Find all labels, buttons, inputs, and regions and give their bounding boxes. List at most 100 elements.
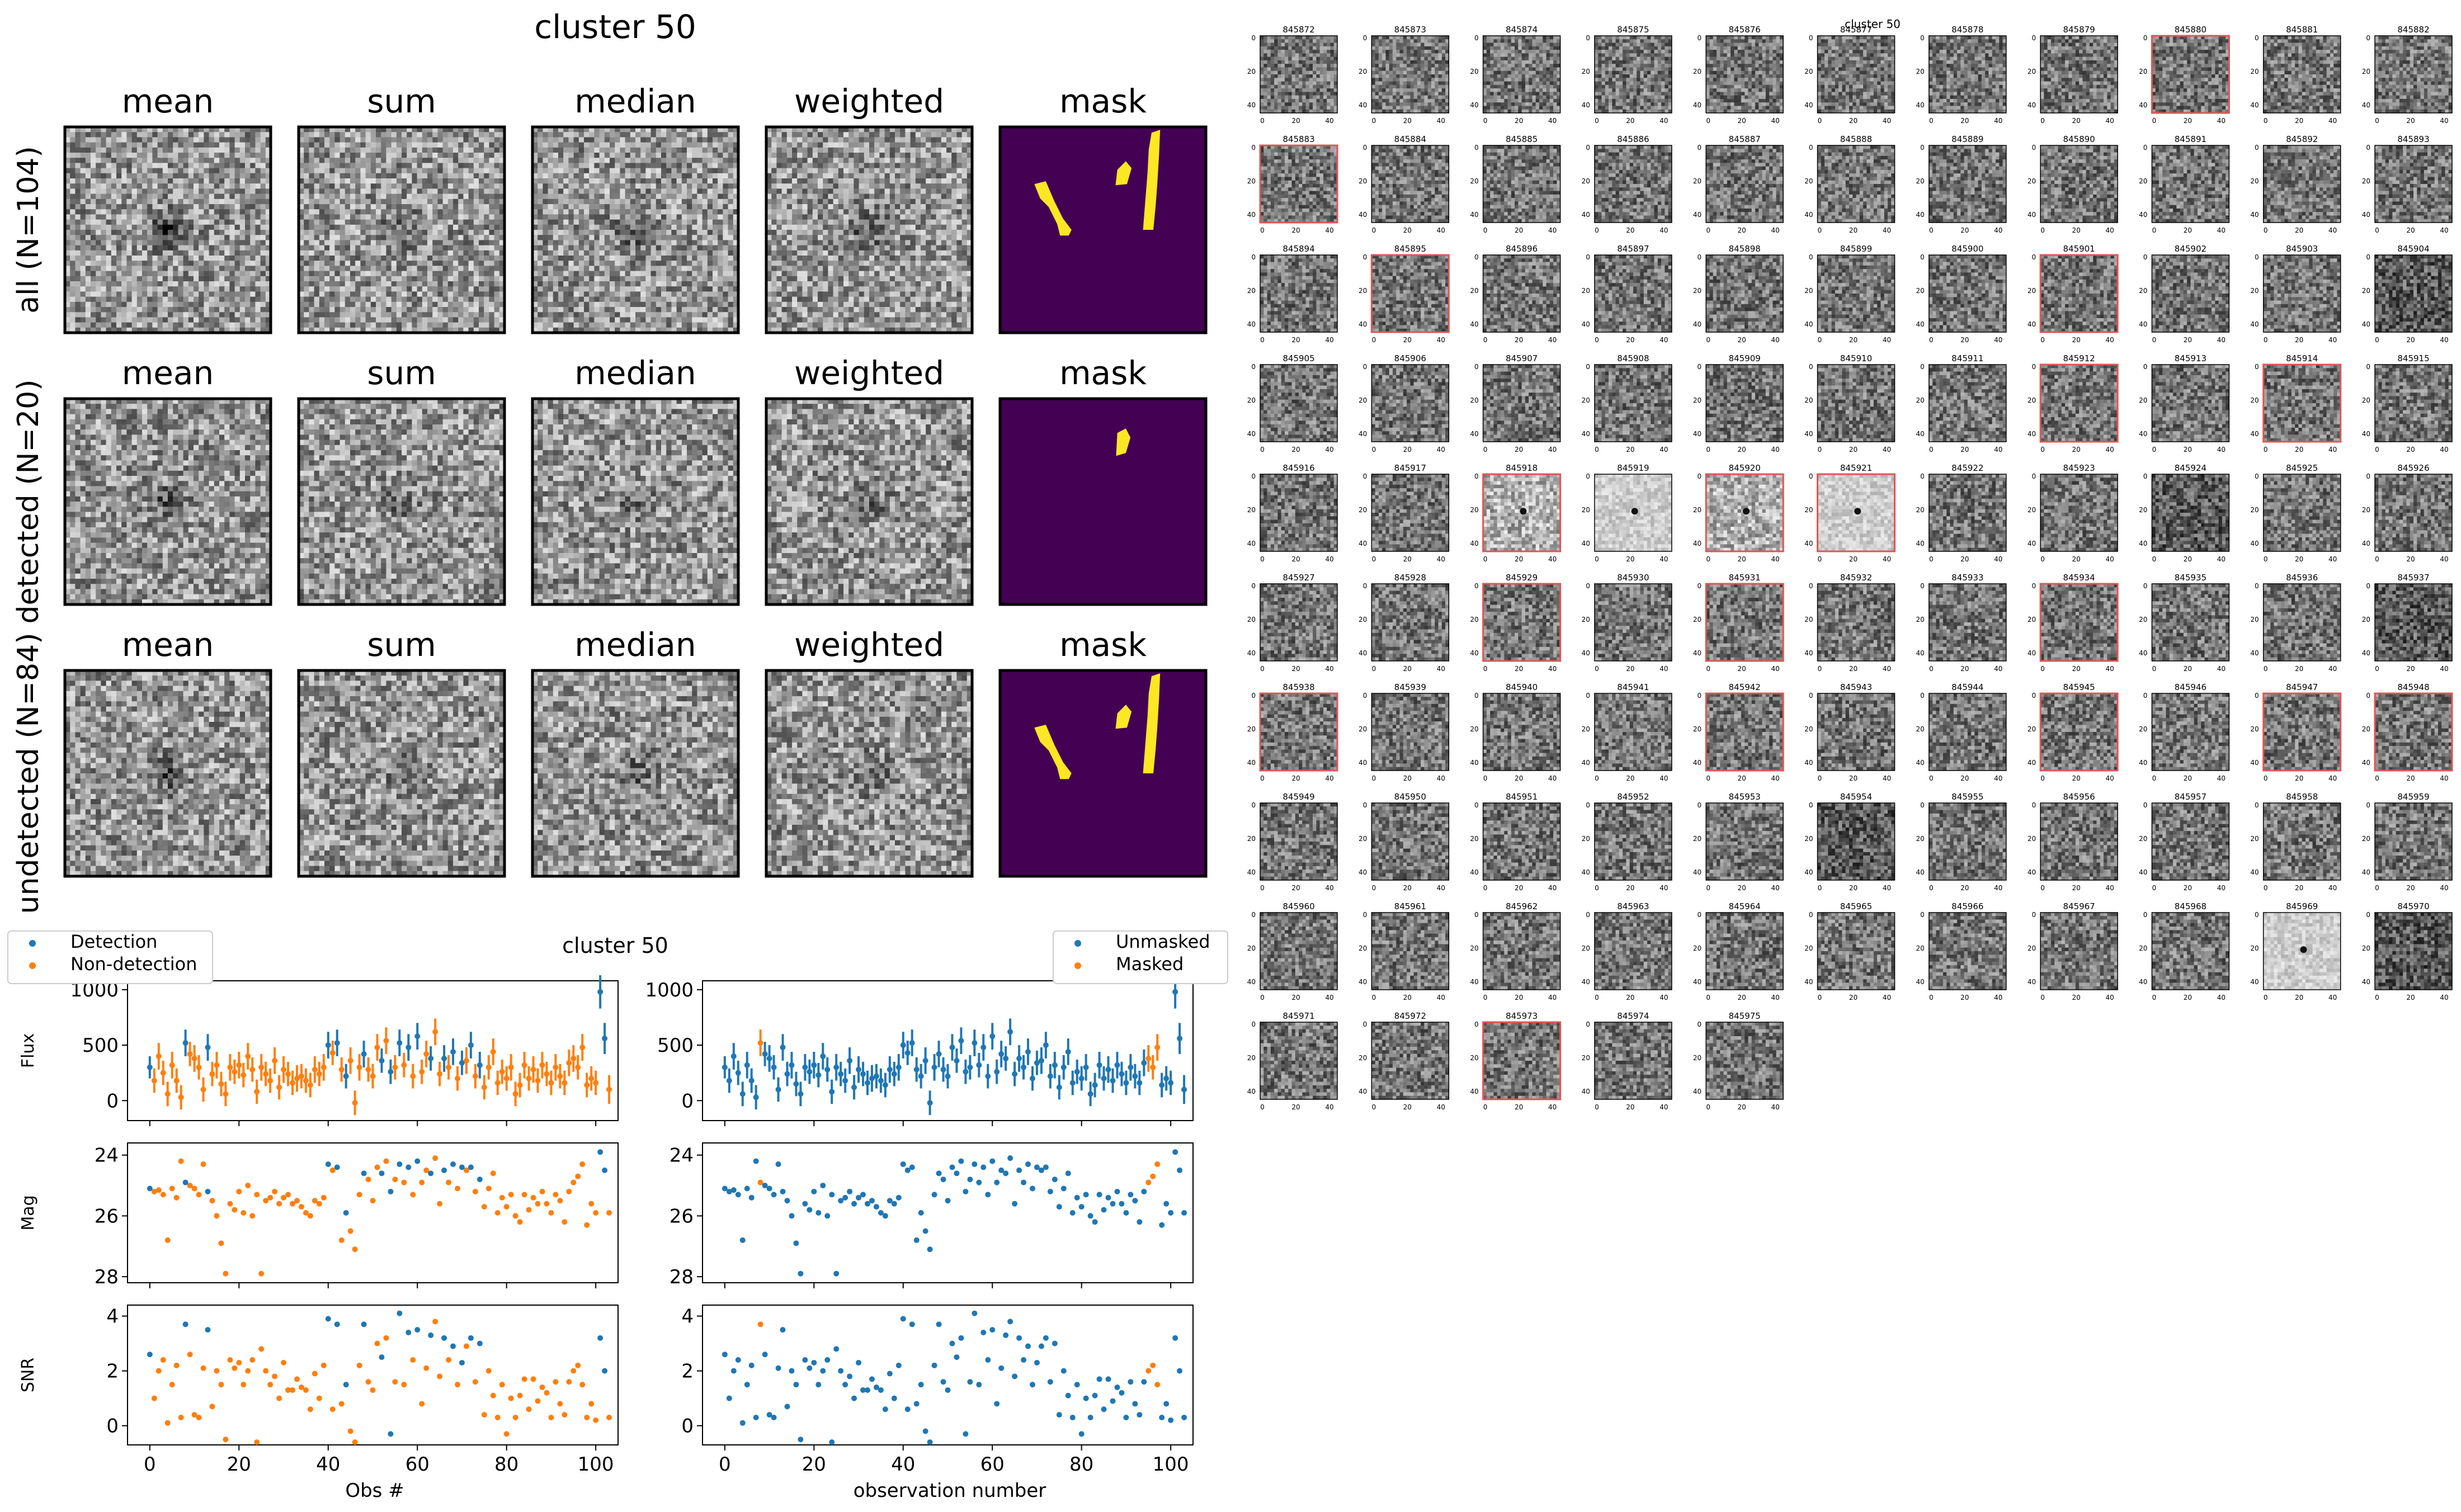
data-point bbox=[281, 1194, 287, 1201]
cutout-x-tick: 0 bbox=[2152, 336, 2157, 344]
data-point bbox=[571, 1055, 577, 1061]
data-point bbox=[936, 1051, 942, 1057]
data-point bbox=[985, 1357, 991, 1363]
data-point bbox=[459, 1359, 465, 1365]
cutout-image bbox=[1483, 584, 1560, 661]
data-point bbox=[1145, 1055, 1152, 1061]
data-point bbox=[766, 1412, 772, 1418]
data-point bbox=[205, 1188, 211, 1194]
cutout-y-tick: 20 bbox=[1247, 944, 1256, 952]
cutout-x-tick: 20 bbox=[1626, 446, 1634, 453]
data-point bbox=[521, 1062, 527, 1068]
mask-streak bbox=[1143, 673, 1161, 773]
data-point bbox=[842, 1194, 848, 1201]
cutout-x-tick: 20 bbox=[1403, 555, 1412, 563]
cutout-y-tick: 40 bbox=[2028, 211, 2036, 219]
legend-label: Masked bbox=[1116, 953, 1184, 975]
data-point bbox=[450, 1048, 456, 1055]
data-point bbox=[1012, 1071, 1018, 1077]
data-point bbox=[178, 1414, 184, 1420]
cutout-frame bbox=[1260, 583, 1338, 662]
data-point bbox=[1141, 1188, 1147, 1194]
cutout-y-tick: 0 bbox=[2143, 582, 2148, 590]
data-point bbox=[602, 1167, 608, 1173]
cutout-x-tick: 0 bbox=[1483, 446, 1488, 453]
cutout-x-tick: 40 bbox=[1994, 774, 2002, 782]
cutout-x-tick: 20 bbox=[2406, 446, 2415, 453]
cutout-x-tick: 0 bbox=[2152, 774, 2157, 782]
cutout-y-tick: 40 bbox=[1247, 649, 1256, 657]
data-point bbox=[1087, 1213, 1093, 1219]
data-point bbox=[998, 1365, 1005, 1371]
cutout-frame bbox=[1594, 35, 1672, 114]
cutout-id-label: 845946 bbox=[2175, 682, 2207, 692]
cutout-id-label: 845971 bbox=[1283, 1011, 1314, 1021]
data-point bbox=[1060, 1064, 1067, 1070]
cutout-x-tick: 0 bbox=[1371, 1103, 1376, 1111]
cutout-y-tick: 20 bbox=[1693, 506, 1701, 514]
cutout-id-label: 845970 bbox=[2397, 901, 2429, 911]
data-point bbox=[856, 1194, 862, 1201]
data-point bbox=[958, 1335, 964, 1341]
data-point bbox=[329, 1167, 336, 1173]
data-point bbox=[918, 1382, 924, 1388]
cutout-x-tick: 0 bbox=[1260, 226, 1265, 234]
data-point bbox=[200, 1086, 206, 1093]
cutout-y-tick: 0 bbox=[2143, 692, 2148, 700]
cutout-id-label: 845959 bbox=[2397, 792, 2429, 802]
cutout-y-tick: 0 bbox=[1251, 34, 1256, 42]
cutout-y-tick: 40 bbox=[1693, 101, 1701, 109]
data-point bbox=[1092, 1219, 1098, 1225]
cutout-frame bbox=[1482, 1021, 1562, 1100]
cutout-y-tick: 40 bbox=[1359, 320, 1367, 328]
data-point bbox=[312, 1066, 318, 1072]
cutout-x-tick: 40 bbox=[1883, 117, 1891, 125]
cutout-y-tick: 0 bbox=[1586, 363, 1590, 371]
data-point bbox=[1069, 1080, 1076, 1086]
cutout-image bbox=[2152, 365, 2229, 442]
data-point bbox=[214, 1368, 220, 1374]
data-point bbox=[1034, 1060, 1040, 1066]
cutout-x-tick: 40 bbox=[1325, 117, 1333, 125]
cutout-image bbox=[2040, 693, 2118, 771]
cutout-id-label: 845905 bbox=[1283, 353, 1314, 363]
x-tick-label: 0 bbox=[144, 1453, 156, 1476]
cutout-x-tick: 20 bbox=[1960, 226, 1969, 234]
cutout-x-tick: 40 bbox=[1548, 117, 1557, 125]
data-point bbox=[209, 1404, 215, 1410]
data-point bbox=[245, 1368, 251, 1374]
data-point bbox=[1029, 1382, 1035, 1388]
cutout-y-tick: 20 bbox=[2250, 287, 2259, 295]
cutout-y-tick: 40 bbox=[1359, 101, 1367, 109]
cutout-y-tick: 40 bbox=[1804, 101, 1813, 109]
cutout-x-tick: 0 bbox=[1706, 665, 1710, 673]
data-point bbox=[1114, 1385, 1120, 1391]
cutout-id-label: 845953 bbox=[1729, 792, 1761, 802]
cutout-frame bbox=[2262, 474, 2341, 552]
cutout-y-tick: 0 bbox=[1920, 692, 1925, 700]
cutout-id-label: 845924 bbox=[2175, 463, 2207, 473]
cutout-x-tick: 40 bbox=[1325, 336, 1333, 344]
data-point bbox=[891, 1071, 897, 1077]
cutout-y-tick: 20 bbox=[2028, 506, 2036, 514]
data-point bbox=[316, 1201, 322, 1207]
data-point bbox=[887, 1066, 893, 1072]
cutout-id-label: 845873 bbox=[1394, 25, 1426, 35]
cutout-x-tick: 0 bbox=[2152, 117, 2157, 125]
cutout-x-tick: 40 bbox=[1659, 555, 1668, 563]
cutout-x-tick: 20 bbox=[2184, 884, 2192, 892]
cutout-x-tick: 20 bbox=[1291, 555, 1300, 563]
data-point bbox=[994, 1069, 1000, 1075]
data-point bbox=[847, 1373, 853, 1379]
cutout-y-tick: 0 bbox=[1586, 253, 1590, 261]
data-point bbox=[214, 1213, 220, 1219]
y-axis-label: Mag bbox=[18, 1195, 38, 1230]
cutout-x-tick: 20 bbox=[1515, 446, 1523, 453]
cutout-y-tick: 40 bbox=[1247, 978, 1256, 986]
cutout-y-tick: 20 bbox=[2028, 68, 2036, 75]
cutout-x-tick: 20 bbox=[2072, 994, 2080, 1001]
cutout-y-tick: 0 bbox=[2031, 363, 2036, 371]
data-point bbox=[397, 1040, 403, 1046]
data-point bbox=[784, 1071, 790, 1077]
data-point bbox=[320, 1194, 327, 1201]
